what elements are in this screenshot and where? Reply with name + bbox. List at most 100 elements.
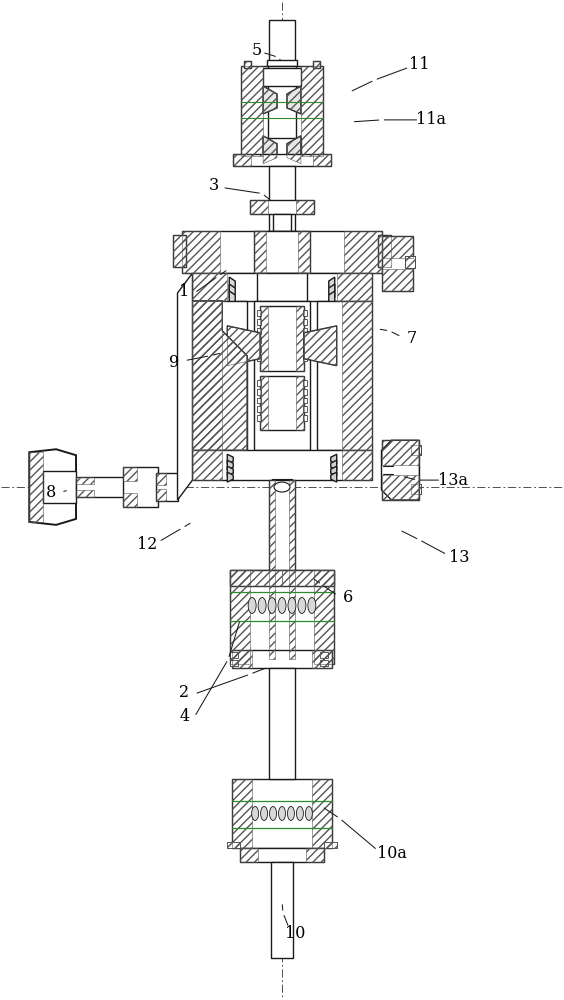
Bar <box>123 467 136 481</box>
Bar <box>230 570 282 586</box>
Bar <box>269 480 295 659</box>
Polygon shape <box>331 454 337 464</box>
Bar <box>303 337 307 343</box>
Bar <box>230 660 238 666</box>
Polygon shape <box>227 472 233 482</box>
Bar <box>192 450 372 480</box>
Bar <box>303 328 307 334</box>
Bar <box>320 660 328 666</box>
Bar <box>303 346 307 352</box>
Bar <box>313 61 320 68</box>
Bar <box>173 235 187 267</box>
Bar <box>227 842 240 848</box>
Bar <box>156 473 166 485</box>
Polygon shape <box>331 460 337 470</box>
Bar <box>230 570 334 664</box>
Bar <box>296 200 314 214</box>
Polygon shape <box>329 284 335 298</box>
Polygon shape <box>331 472 337 482</box>
Bar <box>257 380 261 386</box>
Bar <box>192 301 247 450</box>
Bar <box>411 484 421 494</box>
Bar <box>313 61 320 68</box>
Bar <box>257 415 261 421</box>
Polygon shape <box>227 454 233 464</box>
Text: 13: 13 <box>449 549 469 566</box>
Ellipse shape <box>305 806 312 820</box>
Polygon shape <box>229 277 235 291</box>
Bar <box>317 301 372 450</box>
Bar <box>123 467 157 507</box>
Text: 6: 6 <box>342 589 353 606</box>
Bar <box>257 319 261 325</box>
Ellipse shape <box>261 806 267 820</box>
Bar <box>230 570 250 664</box>
Bar <box>263 138 301 156</box>
Bar <box>289 480 295 659</box>
Bar <box>257 273 307 301</box>
Bar <box>343 231 381 273</box>
Bar <box>273 214 291 231</box>
Text: 11a: 11a <box>416 111 446 128</box>
Polygon shape <box>227 326 260 366</box>
Ellipse shape <box>248 598 256 613</box>
Polygon shape <box>227 460 233 470</box>
Ellipse shape <box>268 598 276 613</box>
Ellipse shape <box>308 598 316 613</box>
Polygon shape <box>287 86 301 114</box>
Ellipse shape <box>278 598 286 613</box>
Bar <box>342 450 372 480</box>
Bar <box>303 310 307 316</box>
Bar <box>296 306 304 371</box>
Bar <box>381 269 413 291</box>
Polygon shape <box>331 466 337 476</box>
Polygon shape <box>263 86 277 114</box>
Bar <box>257 389 261 395</box>
Bar <box>337 273 372 301</box>
Bar <box>227 842 240 848</box>
Bar <box>257 328 261 334</box>
Bar <box>303 355 307 361</box>
Bar <box>183 231 221 273</box>
Bar <box>254 231 310 273</box>
Bar <box>313 154 331 166</box>
Bar <box>260 376 304 430</box>
Bar <box>303 398 307 403</box>
Bar <box>269 480 275 659</box>
Bar <box>250 200 314 214</box>
Bar <box>244 61 251 68</box>
Bar <box>76 477 126 497</box>
Bar <box>381 440 419 465</box>
Bar <box>381 440 419 500</box>
Bar <box>250 200 268 214</box>
Bar <box>230 652 238 658</box>
Bar <box>411 445 421 455</box>
Text: 5: 5 <box>252 42 262 59</box>
Bar <box>232 779 252 848</box>
Ellipse shape <box>258 598 266 613</box>
Bar <box>377 235 391 267</box>
Bar <box>263 68 301 86</box>
Bar <box>233 154 331 166</box>
Bar <box>260 306 268 371</box>
Bar <box>381 475 419 500</box>
Bar <box>257 310 261 316</box>
Bar <box>260 306 304 371</box>
Polygon shape <box>227 466 233 476</box>
Polygon shape <box>329 277 335 291</box>
Bar <box>76 477 94 484</box>
Bar <box>257 337 261 343</box>
Bar <box>411 445 421 455</box>
Bar <box>271 862 293 958</box>
Polygon shape <box>229 291 235 305</box>
Bar <box>254 301 310 450</box>
Bar <box>192 273 227 301</box>
Bar <box>183 231 381 273</box>
Bar <box>43 471 76 503</box>
Bar <box>411 484 421 494</box>
Bar <box>257 346 261 352</box>
Bar <box>406 256 415 268</box>
Ellipse shape <box>279 806 285 820</box>
Bar <box>260 376 268 430</box>
Bar <box>230 570 334 586</box>
